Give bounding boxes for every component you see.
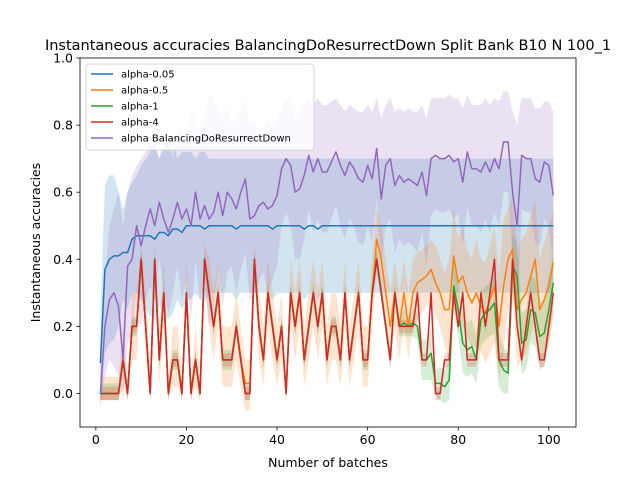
line-series-4 (99, 141, 555, 394)
y-tick-label: 0.2 (53, 319, 73, 334)
legend-box (85, 63, 315, 151)
legend-label: alpha-0.05 (121, 70, 175, 81)
x-tick-label: 20 (178, 432, 194, 447)
plot-frame (79, 57, 577, 428)
band-series-2 (100, 232, 554, 404)
chart-title: Instantaneous accuracies BalancingDoResu… (45, 38, 611, 54)
legend: alpha-0.05 alpha-0.5 alpha-1 alpha-4 alpha B… (85, 63, 315, 151)
y-tick-label: 0.8 (53, 118, 73, 133)
line-series-3 (100, 258, 555, 395)
band-series-4 (100, 91, 554, 404)
legend-label: alpha BalancingDoResurrectDown (121, 134, 291, 145)
legend-label: alpha-1 (121, 102, 159, 113)
series-lines (99, 141, 555, 395)
legend-label: alpha-4 (121, 118, 159, 129)
y-tick-label: 0.6 (53, 185, 73, 200)
y-axis-label: Instantaneous accuracies (28, 163, 43, 323)
y-tick-label: 0.4 (53, 252, 73, 267)
x-tick-label: 0 (92, 432, 100, 447)
legend-label: alpha-0.5 (121, 86, 168, 97)
x-tick-label: 80 (450, 432, 466, 447)
x-axis: 0 20 40 60 80 100 (92, 427, 561, 447)
x-tick-label: 60 (360, 432, 376, 447)
x-tick-label: 40 (269, 432, 285, 447)
y-tick-label: 1.0 (53, 51, 73, 66)
band-series-1 (100, 198, 554, 411)
y-tick-label: 0.0 (53, 386, 73, 401)
x-tick-label: 100 (537, 432, 561, 447)
x-axis-label: Number of batches (268, 455, 388, 470)
y-axis: 0.0 0.2 0.4 0.6 0.8 1.0 (53, 51, 80, 401)
